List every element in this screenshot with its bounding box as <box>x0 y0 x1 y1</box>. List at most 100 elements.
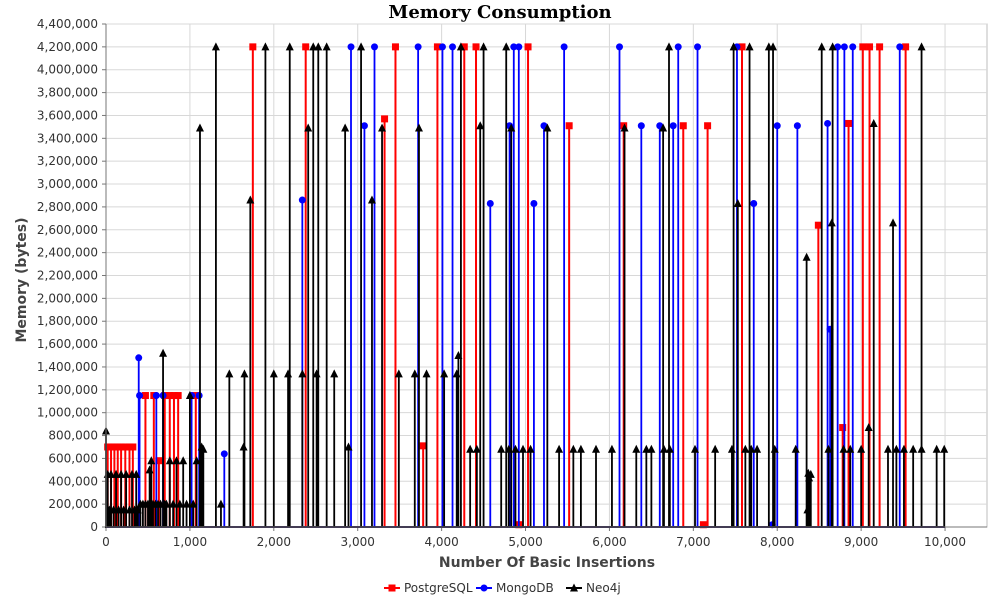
neo4j-data-point <box>659 444 668 453</box>
neo4j-data-point <box>454 351 463 360</box>
neo4j-data-point <box>472 444 481 453</box>
neo4j-data-point <box>239 442 248 451</box>
y-tick-label: 1,000,000 <box>37 406 98 420</box>
mongodb-data-point <box>152 392 160 400</box>
neo4j-data-point <box>285 42 294 51</box>
neo4j-data-point <box>753 444 762 453</box>
neo4j-data-point <box>410 369 419 378</box>
postgresql-data-point <box>249 43 257 51</box>
postgresql-data-point <box>524 43 532 51</box>
chart-title: Memory Consumption <box>388 2 611 23</box>
neo4j-data-point <box>109 505 118 514</box>
postgresql-data-point <box>699 521 707 529</box>
neo4j-data-point <box>864 423 873 432</box>
y-tick-label: 400,000 <box>48 474 98 488</box>
neo4j-data-point <box>504 444 513 453</box>
neo4j-data-point <box>341 123 350 132</box>
postgresql-data-point <box>460 43 468 51</box>
neo4j-data-point <box>691 444 700 453</box>
postgresql-data-point <box>129 443 137 451</box>
mongodb-data-point <box>560 43 568 51</box>
neo4j-data-point <box>456 42 465 51</box>
mongodb-data-point <box>414 43 422 51</box>
neo4j-data-point <box>143 499 152 508</box>
neo4j-data-point <box>770 444 779 453</box>
neo4j-data-point <box>727 444 736 453</box>
neo4j-data-point <box>647 444 656 453</box>
x-tick-label: 6,000 <box>592 535 626 549</box>
y-tick-label: 600,000 <box>48 451 98 465</box>
mongodb-data-point <box>510 43 518 51</box>
mongodb-data-point <box>486 199 494 207</box>
neo4j-data-point <box>909 444 918 453</box>
mongodb-data-point <box>370 43 378 51</box>
neo4j-data-point <box>378 123 387 132</box>
neo4j-data-point <box>114 505 123 514</box>
neo4j-data-point <box>117 469 126 478</box>
mongodb-data-point <box>896 43 904 51</box>
neo4j-data-point <box>119 505 128 514</box>
neo4j-data-point <box>284 369 293 378</box>
postgresql-data-point <box>839 424 847 432</box>
neo4j-data-point <box>172 456 181 465</box>
postgresql-line <box>106 46 946 528</box>
mongodb-data-point <box>793 122 801 130</box>
x-tick-label: 2,000 <box>257 535 291 549</box>
y-tick-label: 0 <box>90 520 98 534</box>
neo4j-data-point <box>309 42 318 51</box>
neo4j-data-point <box>665 444 674 453</box>
neo4j-data-point <box>179 456 188 465</box>
mongodb-data-point <box>136 392 144 400</box>
mongodb-data-point <box>834 43 842 51</box>
neo4j-data-point <box>592 444 601 453</box>
mongodb-data-point <box>674 43 682 51</box>
neo4j-data-point <box>502 42 511 51</box>
neo4j-data-point <box>940 444 949 453</box>
x-tick-label: 10,000 <box>924 535 966 549</box>
neo4j-data-point <box>125 505 134 514</box>
postgresql-data-point <box>902 43 910 51</box>
mongodb-data-point <box>530 199 538 207</box>
neo4j-data-point <box>889 218 898 227</box>
plot-area: 0 1,000 2,000 3,000 4,000 5,000 6,000 7,000 8,00… <box>37 17 988 549</box>
y-axis-label: Memory (bytes) <box>14 217 30 342</box>
postgresql-data-point <box>845 119 853 127</box>
legend-label: MongoDB <box>496 581 554 595</box>
y-tick-label: 4,200,000 <box>37 40 98 54</box>
neo4j-data-point <box>422 369 431 378</box>
neo4j-data-point <box>298 369 307 378</box>
postgresql-data-point <box>174 392 182 400</box>
x-tick-label: 9,000 <box>844 535 878 549</box>
neo4j-data-point <box>225 369 234 378</box>
postgresql-data-point <box>381 115 389 123</box>
neo4j-data-point <box>165 456 174 465</box>
postgresql-data-point <box>155 457 163 465</box>
postgresql-data-point <box>433 43 441 51</box>
y-tick-label: 1,800,000 <box>37 314 98 328</box>
neo4j-data-point <box>112 469 121 478</box>
y-tick-label: 1,200,000 <box>37 383 98 397</box>
postgresql-data-point <box>388 584 396 592</box>
mongodb-data-point <box>438 43 446 51</box>
neo4j-data-point <box>839 444 848 453</box>
neo4j-data-point <box>185 391 194 400</box>
neo4j-data-point <box>665 42 674 51</box>
neo4j-data-point <box>519 444 528 453</box>
x-tick-label: 3,000 <box>341 535 375 549</box>
neo4j-data-point <box>570 583 578 592</box>
neo4j-data-point <box>476 121 485 130</box>
neo4j-data-point <box>199 444 208 453</box>
neo4j-data-point <box>367 195 376 204</box>
neo4j-data-point <box>729 42 738 51</box>
neo4j-data-point <box>620 123 629 132</box>
neo4j-data-point <box>107 469 116 478</box>
mongodb-data-point <box>360 122 368 130</box>
y-tick-label: 4,000,000 <box>37 63 98 77</box>
x-tick-label: 5,000 <box>508 535 542 549</box>
mongodb-data-point <box>840 43 848 51</box>
neo4j-data-point <box>917 42 926 51</box>
mongodb-data-point <box>615 43 623 51</box>
mongodb-data-point <box>637 122 645 130</box>
neo4j-data-point <box>330 369 339 378</box>
y-tick-label: 3,800,000 <box>37 86 98 100</box>
